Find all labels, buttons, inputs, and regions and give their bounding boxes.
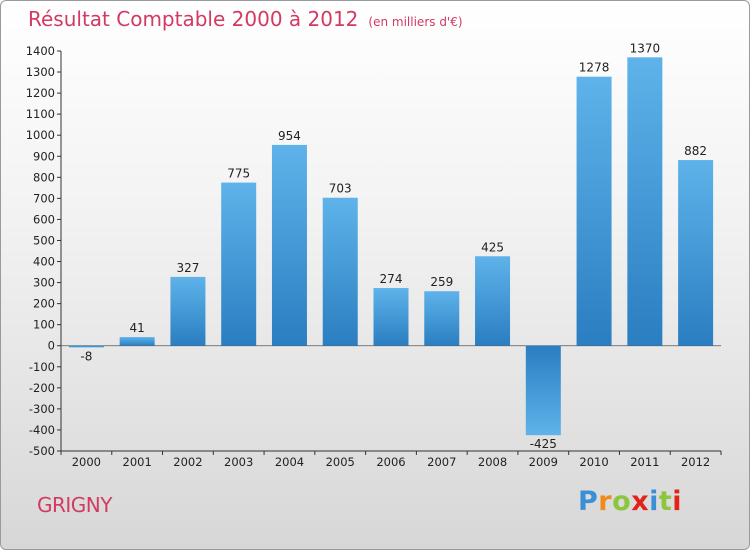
y-tick-label: 1100 (26, 107, 55, 121)
y-tick-label: 600 (33, 212, 55, 226)
y-tick-label: 400 (33, 255, 55, 269)
x-tick-label: 2012 (681, 455, 710, 469)
y-tick-label: 100 (33, 318, 55, 332)
bar (373, 288, 409, 346)
bar (424, 291, 460, 346)
y-tick-label: -500 (29, 444, 55, 458)
bar-value-label: 259 (430, 275, 453, 289)
x-axis: 2000 2001 2002 2003 2004 2005 2006 2007 2008 2009… (60, 345, 722, 469)
y-tick-label: -400 (29, 423, 55, 437)
bar-value-label: -8 (80, 349, 92, 363)
y-tick-label: -100 (29, 360, 55, 374)
logo-letter: t (658, 486, 673, 517)
y-tick-label: 900 (33, 149, 55, 163)
bar (475, 256, 511, 346)
y-tick-label: 200 (33, 297, 55, 311)
bar (221, 182, 257, 346)
logo-letter: r (598, 486, 613, 517)
x-tick-label: 2004 (275, 455, 304, 469)
logo-letter: P (578, 486, 599, 517)
bar-value-label: -425 (530, 437, 557, 451)
bar-value-label: 274 (380, 272, 403, 286)
y-tick-label: -300 (29, 402, 55, 416)
bar-value-label: 1278 (579, 61, 610, 75)
bar-value-label: 775 (227, 167, 250, 181)
y-tick-label: 700 (33, 191, 55, 205)
x-tick-label: 2006 (376, 455, 405, 469)
logo-letter: o (612, 486, 632, 517)
logo-letter: i (672, 486, 683, 517)
bar (271, 144, 307, 346)
chart-unit: (en milliers d'€) (368, 15, 463, 29)
bar (576, 76, 612, 346)
y-tick-label: 1300 (26, 65, 55, 79)
bar (119, 337, 155, 346)
x-tick-label: 2010 (579, 455, 608, 469)
bar-value-label: 882 (684, 144, 707, 158)
x-tick-label: 2011 (630, 455, 659, 469)
x-tick-label: 2005 (326, 455, 355, 469)
bar (525, 345, 561, 436)
y-tick-label: 1200 (26, 86, 55, 100)
x-tick-label: 2002 (173, 455, 202, 469)
bar (627, 57, 663, 346)
y-tick-label: 800 (33, 170, 55, 184)
y-axis: -500 -400 -300 -200 -100 0 100 200 300 400 500 600 7… (26, 44, 62, 458)
bar (170, 276, 206, 346)
bar-value-label: 954 (278, 129, 301, 143)
x-tick-label: 2008 (478, 455, 507, 469)
logo-letter: i (649, 486, 659, 517)
x-tick-label: 2001 (123, 455, 152, 469)
x-tick-label: 2000 (72, 455, 101, 469)
x-tick-label: 2007 (427, 455, 456, 469)
bar (678, 160, 714, 346)
bar-value-label: 425 (481, 240, 504, 254)
logo-letter: x (631, 486, 650, 517)
data-labels: -8 41 327 775 954 703 274 259 425 -425 1278 1370 882 (80, 41, 707, 451)
y-tick-label: 1000 (26, 128, 55, 142)
proxiti-logo: Proxiti (578, 486, 682, 517)
y-tick-label: 300 (33, 276, 55, 290)
bar-value-label: 41 (130, 321, 145, 335)
chart-title: Résultat Comptable 2000 à 2012 (en millie… (28, 7, 463, 31)
bar-value-label: 703 (329, 182, 352, 196)
y-tick-label: 1400 (26, 44, 55, 58)
x-tick-label: 2009 (529, 455, 558, 469)
commune-name: GRIGNY (37, 493, 112, 517)
y-tick-label: 0 (48, 339, 55, 353)
bar-value-label: 1370 (630, 41, 661, 55)
y-tick-label: 500 (33, 233, 55, 247)
bars (68, 57, 714, 436)
y-tick-label: -200 (29, 381, 55, 395)
bar (68, 345, 104, 348)
bar (322, 197, 358, 346)
bar-value-label: 327 (176, 261, 199, 275)
x-tick-label: 2003 (224, 455, 253, 469)
